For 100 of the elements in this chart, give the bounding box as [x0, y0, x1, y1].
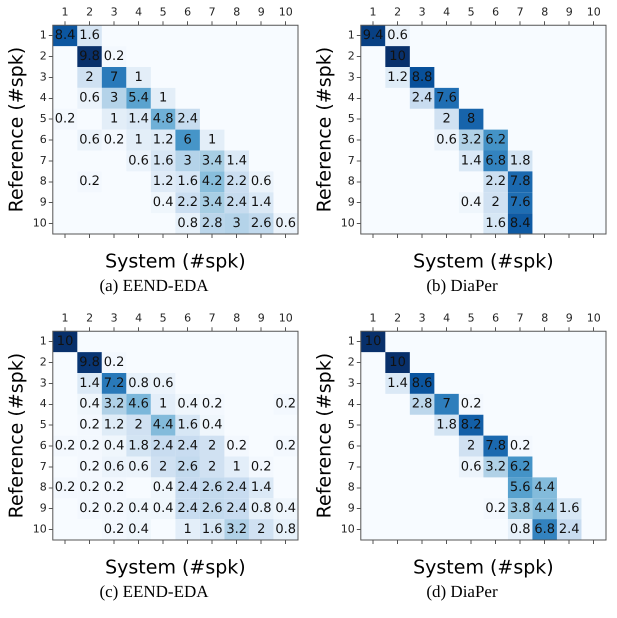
data-label: 0.2 — [485, 501, 506, 516]
x-tick-label: 9 — [258, 5, 265, 18]
data-label: 0.2 — [104, 48, 124, 64]
data-label: 0.6 — [387, 28, 408, 44]
x-tick-label: 3 — [110, 311, 118, 324]
x-tick-label: 3 — [418, 5, 426, 18]
y-tick-label: 8 — [348, 174, 355, 188]
y-tick-label: 9 — [348, 502, 355, 515]
data-label: 2.4 — [558, 522, 580, 537]
data-label: 1.4 — [250, 195, 272, 210]
data-label: 0.8 — [510, 522, 531, 537]
x-axis-title: System (#spk) — [105, 556, 246, 579]
data-label: 3.2 — [104, 396, 124, 412]
data-label: 0.2 — [226, 438, 248, 454]
data-label: 2.6 — [177, 459, 198, 474]
data-label: 2.2 — [226, 174, 248, 190]
x-tick-label: 7 — [516, 5, 524, 18]
y-axis-title: Reference (#spk) — [313, 352, 336, 518]
y-tick-label: 1 — [40, 28, 47, 42]
data-label: 2.2 — [177, 195, 198, 210]
x-tick-label: 10 — [586, 311, 601, 324]
data-label: 7.2 — [104, 376, 124, 391]
x-tick-label: 7 — [208, 311, 216, 324]
x-tick-label: 8 — [541, 5, 548, 18]
y-tick-label: 1 — [348, 28, 355, 42]
data-label: 8.8 — [412, 70, 432, 85]
data-label: 0.8 — [177, 216, 198, 231]
data-label: 2.4 — [226, 195, 248, 210]
x-tick-label: 2 — [394, 5, 402, 18]
data-label: 0.2 — [104, 480, 124, 496]
data-label: 2 — [159, 459, 168, 474]
data-label: 1 — [110, 112, 118, 127]
data-label: 4.6 — [128, 396, 149, 412]
data-label: 0.4 — [202, 418, 223, 433]
data-label: 1.4 — [250, 480, 272, 496]
x-tick-label: 9 — [258, 311, 265, 324]
data-label: 1 — [134, 70, 143, 85]
data-label: 2 — [208, 438, 216, 454]
data-label: 2 — [134, 418, 143, 433]
data-label: 0.2 — [79, 501, 100, 516]
data-label: 1.6 — [177, 174, 198, 190]
x-tick-label: 8 — [541, 311, 548, 324]
x-tick-label: 4 — [443, 311, 450, 324]
data-label: 0.4 — [79, 396, 100, 412]
data-label: 1.8 — [436, 418, 457, 433]
data-label: 5.4 — [128, 90, 149, 106]
data-label: 0.4 — [177, 396, 198, 412]
y-tick-label: 3 — [348, 376, 355, 390]
x-tick-label: 6 — [492, 5, 500, 18]
x-tick-label: 5 — [160, 311, 167, 324]
data-label: 5.6 — [510, 480, 531, 496]
data-label: 6.8 — [485, 153, 506, 168]
data-label: 1.6 — [558, 501, 580, 516]
y-tick-label: 7 — [348, 154, 355, 167]
data-label: 1.4 — [79, 376, 100, 391]
data-label: 1 — [232, 459, 241, 474]
data-label: 8.2 — [460, 418, 482, 433]
y-tick-label: 10 — [32, 216, 47, 230]
data-label: 2.6 — [250, 216, 272, 231]
x-tick-label: 8 — [233, 311, 240, 324]
data-label: 3 — [184, 153, 192, 168]
data-label: 0.2 — [104, 522, 124, 537]
data-label: 3 — [110, 90, 118, 106]
data-label: 0.4 — [275, 501, 296, 516]
data-label: 3.4 — [202, 195, 223, 210]
y-tick-label: 4 — [40, 91, 47, 104]
x-tick-label: 6 — [492, 311, 500, 324]
data-label: 1 — [134, 132, 143, 148]
data-label: 8.6 — [412, 376, 432, 391]
data-label: 0.6 — [128, 459, 149, 474]
x-axis-title: System (#spk) — [105, 250, 246, 273]
data-label: 0.4 — [460, 195, 482, 210]
x-tick-label: 9 — [566, 311, 573, 324]
x-tick-label: 5 — [160, 5, 167, 18]
data-label: 6.2 — [485, 132, 506, 148]
y-tick-label: 7 — [40, 154, 47, 167]
y-tick-label: 4 — [348, 91, 355, 104]
x-tick-label: 5 — [468, 311, 475, 324]
x-tick-label: 6 — [184, 311, 192, 324]
data-label: 0.6 — [250, 174, 272, 190]
data-label: 1 — [159, 90, 168, 106]
y-tick-label: 10 — [340, 522, 355, 536]
data-label: 2.6 — [202, 501, 223, 516]
y-tick-label: 8 — [40, 174, 47, 188]
data-label: 0.6 — [79, 90, 100, 106]
data-label: 0.6 — [460, 459, 482, 474]
data-label: 1.8 — [510, 153, 531, 168]
y-tick-label: 4 — [40, 397, 47, 410]
data-label: 2 — [442, 112, 451, 127]
data-label: 0.4 — [152, 195, 174, 210]
data-label: 6.2 — [510, 459, 531, 474]
data-label: 1.6 — [485, 216, 506, 231]
y-tick-label: 5 — [40, 418, 47, 432]
data-label: 10 — [364, 334, 382, 350]
data-label: 2.4 — [152, 438, 174, 454]
data-label: 3.2 — [226, 522, 248, 537]
y-tick-label: 7 — [40, 460, 47, 473]
data-label: 0.8 — [250, 501, 272, 516]
x-tick-label: 3 — [110, 5, 118, 18]
x-tick-label: 7 — [208, 5, 216, 18]
